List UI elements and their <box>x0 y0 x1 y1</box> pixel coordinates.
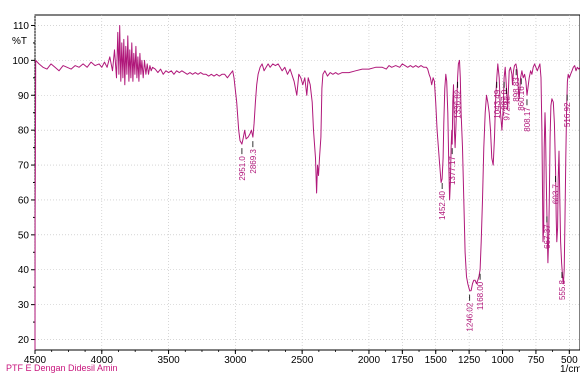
y-tick-label: 110 <box>13 21 29 32</box>
x-tick-label: 1000 <box>491 355 514 366</box>
peak-label: 667.37 <box>543 224 552 249</box>
x-tick-label: 4000 <box>91 355 114 366</box>
y-tick-label: 70 <box>18 161 30 172</box>
y-tick-label: 100 <box>12 56 29 67</box>
sample-name: PTF E Dengan Didesil Amin <box>6 363 118 373</box>
spectrum-line <box>34 25 580 351</box>
x-tick-label: 750 <box>528 355 545 366</box>
y-tick-label: 40 <box>18 265 30 276</box>
peak-label: 2869.3 <box>249 149 258 174</box>
peak-label: 1043.49 <box>493 89 502 118</box>
x-tick-label: 4500 <box>24 355 47 366</box>
plot-area <box>34 14 580 351</box>
peak-label: 555.8 <box>558 279 567 300</box>
y-axis-label: %T <box>12 36 27 47</box>
grid-lines <box>34 15 580 350</box>
peak-label: 1246.02 <box>466 302 475 331</box>
x-tick-label: 1500 <box>425 355 448 366</box>
x-tick-label: 3500 <box>157 355 180 366</box>
peak-label: 2951.0 <box>238 156 247 181</box>
x-tick-label: 2500 <box>291 355 314 366</box>
x-tick-label: 500 <box>561 355 578 366</box>
series-layer <box>34 25 580 351</box>
peak-label: 1452.40 <box>438 190 447 219</box>
peak-label: 860.16 <box>517 86 526 111</box>
peak-label: 1168.00 <box>476 281 485 310</box>
peak-label: 987.0 <box>500 89 509 110</box>
peak-label: 1336.82 <box>454 89 463 118</box>
y-tick-label: 80 <box>18 126 30 137</box>
x-tick-label: 1750 <box>391 355 414 366</box>
peak-label: 972.12 <box>502 96 511 121</box>
y-tick-label: 20 <box>18 335 30 346</box>
y-tick-label: 90 <box>18 91 30 102</box>
peak-label: 808.17 <box>523 107 532 132</box>
y-tick-label: 50 <box>18 230 30 241</box>
y-tick-label: 60 <box>18 195 30 206</box>
peak-label: 1377.17 <box>448 156 457 185</box>
x-tick-label: 3000 <box>224 355 247 366</box>
peak-label: 898.83 <box>512 77 521 102</box>
axes: 20 30 40 50 60 70 80 90 100 110 4500 4000 3500 3000 25… <box>12 21 578 366</box>
x-axis-unit-label: 1/cm <box>560 364 580 375</box>
peak-label: 516.92 <box>563 102 572 127</box>
x-tick-label: 2000 <box>358 355 381 366</box>
x-tick-label: 1250 <box>458 355 481 366</box>
peak-label: 603.7 <box>552 183 561 204</box>
y-tick-label: 30 <box>18 300 30 311</box>
